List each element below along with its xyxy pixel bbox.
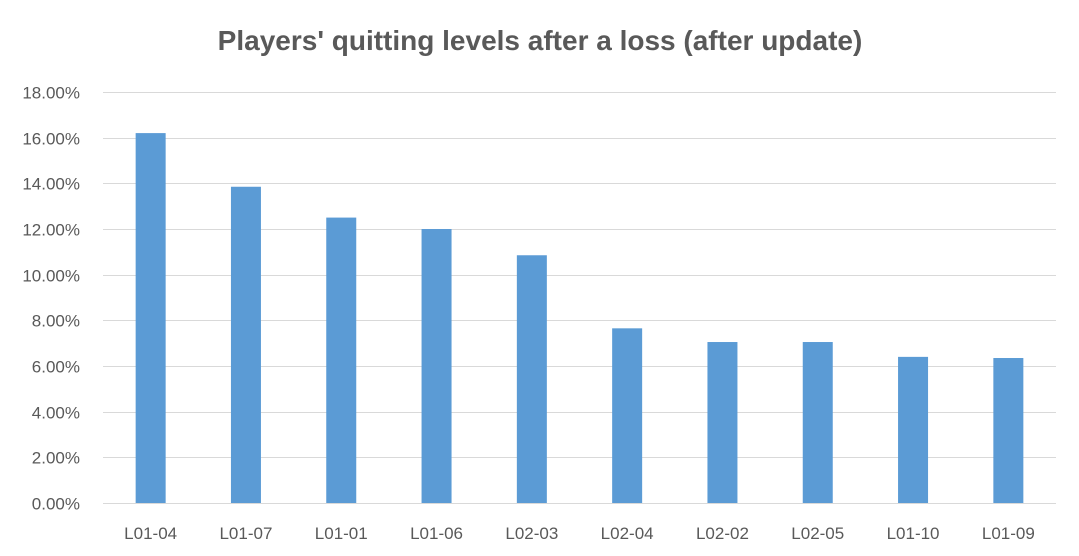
bar-L02-04 (612, 328, 643, 503)
bar-L01-07 (230, 186, 261, 503)
y-tick-label: 2.00% (32, 449, 80, 468)
bar-L01-01 (326, 217, 357, 504)
y-tick-label: 18.00% (22, 84, 80, 103)
chart-title: Players' quitting levels after a loss (a… (218, 25, 863, 56)
bars (135, 133, 1024, 504)
x-tick-label: L01-04 (124, 524, 177, 543)
x-tick-label: L01-07 (219, 524, 272, 543)
bar-L02-05 (802, 342, 833, 503)
y-tick-label: 16.00% (22, 130, 80, 149)
y-tick-label: 10.00% (22, 267, 80, 286)
x-tick-label: L02-05 (791, 524, 844, 543)
x-tick-label: L01-10 (887, 524, 940, 543)
y-tick-label: 6.00% (32, 358, 80, 377)
y-axis-tick-labels: 0.00% 2.00% 4.00% 6.00% 8.00% 10.00% 12.00% 14.… (22, 84, 80, 514)
bar-L01-06 (421, 229, 452, 503)
x-tick-label: L02-04 (601, 524, 654, 543)
bar-L01-09 (993, 358, 1024, 503)
x-tick-label: L02-03 (505, 524, 558, 543)
x-tick-label: L02-02 (696, 524, 749, 543)
gridlines (103, 92, 1056, 504)
y-tick-label: 4.00% (32, 404, 80, 423)
x-tick-label: L01-09 (982, 524, 1035, 543)
y-tick-label: 8.00% (32, 312, 80, 331)
bar-L02-03 (516, 255, 547, 503)
bar-L02-02 (707, 342, 738, 503)
bar-L01-04 (135, 133, 166, 503)
bar-L01-10 (898, 356, 929, 503)
x-tick-label: L01-06 (410, 524, 463, 543)
y-tick-label: 14.00% (22, 175, 80, 194)
y-tick-label: 12.00% (22, 221, 80, 240)
y-tick-label: 0.00% (32, 495, 80, 514)
x-tick-label: L01-01 (315, 524, 368, 543)
x-axis-tick-labels: L01-04 L01-07 L01-01 L01-06 L02-03 L02-04 L02-… (124, 524, 1035, 543)
